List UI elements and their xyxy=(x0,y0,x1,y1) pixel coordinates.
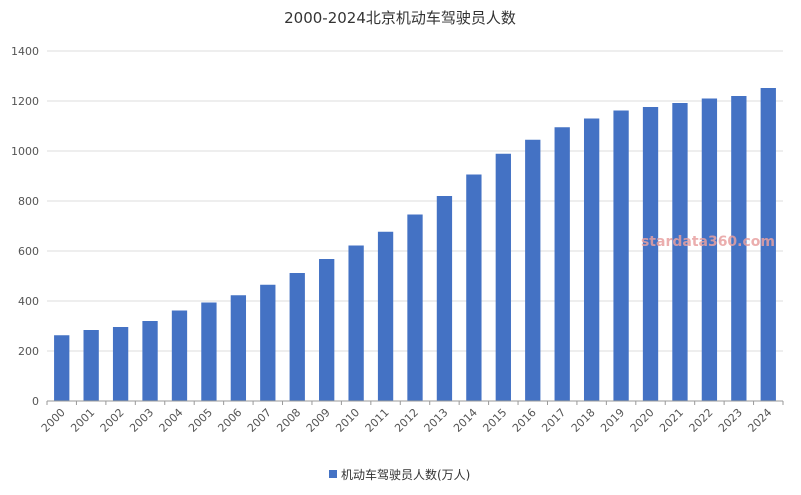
x-tick-label: 2001 xyxy=(68,406,97,435)
y-tick-label: 600 xyxy=(18,245,39,258)
bar xyxy=(319,259,335,401)
x-tick-label: 2023 xyxy=(716,406,745,435)
bar xyxy=(289,273,305,401)
x-tick-label: 2019 xyxy=(598,406,627,435)
y-tick-label: 200 xyxy=(18,345,39,358)
bar xyxy=(525,139,541,401)
bar xyxy=(613,110,629,401)
bar xyxy=(54,335,70,401)
y-tick-label: 1400 xyxy=(11,45,39,58)
x-tick-label: 2024 xyxy=(745,406,774,435)
y-tick-label: 1200 xyxy=(11,95,39,108)
y-tick-label: 400 xyxy=(18,295,39,308)
bar xyxy=(672,103,688,401)
bar xyxy=(377,231,394,401)
bar xyxy=(348,245,364,401)
chart-title: 2000-2024北京机动车驾驶员人数 xyxy=(284,9,516,27)
x-tick-label: 2008 xyxy=(274,406,303,435)
x-tick-label: 2020 xyxy=(628,406,657,435)
bar xyxy=(112,327,129,401)
bar xyxy=(583,118,600,401)
legend-label: 机动车驾驶员人数(万人) xyxy=(341,467,470,482)
x-tick-label: 2016 xyxy=(510,406,539,435)
legend-swatch xyxy=(329,470,337,478)
x-tick-label: 2010 xyxy=(333,406,362,435)
x-tick-label: 2013 xyxy=(422,406,451,435)
bar xyxy=(436,196,453,401)
x-tick-label: 2009 xyxy=(304,406,333,435)
bar xyxy=(642,107,659,401)
legend: 机动车驾驶员人数(万人) xyxy=(329,467,470,482)
bar xyxy=(83,330,99,401)
x-tick-label: 2000 xyxy=(39,406,68,435)
x-tick-label: 2014 xyxy=(451,406,480,435)
y-tick-label: 0 xyxy=(32,395,39,408)
y-tick-label: 1000 xyxy=(11,145,39,158)
x-tick-label: 2005 xyxy=(186,406,215,435)
bar xyxy=(230,295,247,401)
bar xyxy=(701,98,718,401)
x-tick-label: 2003 xyxy=(127,406,156,435)
x-tick-label: 2017 xyxy=(539,406,568,435)
bar xyxy=(554,127,570,401)
x-tick-label: 2006 xyxy=(215,406,244,435)
bars xyxy=(54,88,776,401)
bar xyxy=(760,88,776,401)
x-tick-label: 2018 xyxy=(569,406,598,435)
x-tick-label: 2015 xyxy=(480,406,509,435)
bar xyxy=(201,302,217,401)
bar xyxy=(495,153,511,401)
x-tick-label: 2002 xyxy=(98,406,127,435)
x-tick-label: 2022 xyxy=(687,406,716,435)
x-tick-label: 2012 xyxy=(392,406,421,435)
bar xyxy=(171,310,188,401)
y-axis-ticks: 0 200 400 600 800 1000 1200 1400 xyxy=(11,45,39,408)
bar xyxy=(466,174,482,401)
bar xyxy=(142,321,158,401)
x-tick-label: 2004 xyxy=(157,406,186,435)
x-tick-label: 2021 xyxy=(657,406,686,435)
y-tick-label: 800 xyxy=(18,195,39,208)
bar xyxy=(260,284,276,401)
bar xyxy=(731,96,747,401)
x-axis-ticks: 2000 2001 2002 2003 2004 2005 2006 2007 2008 2009… xyxy=(39,401,784,435)
watermark-text: stardata360.com xyxy=(641,234,775,250)
bar xyxy=(407,214,423,401)
x-tick-label: 2007 xyxy=(245,406,274,435)
x-tick-label: 2011 xyxy=(363,406,392,435)
